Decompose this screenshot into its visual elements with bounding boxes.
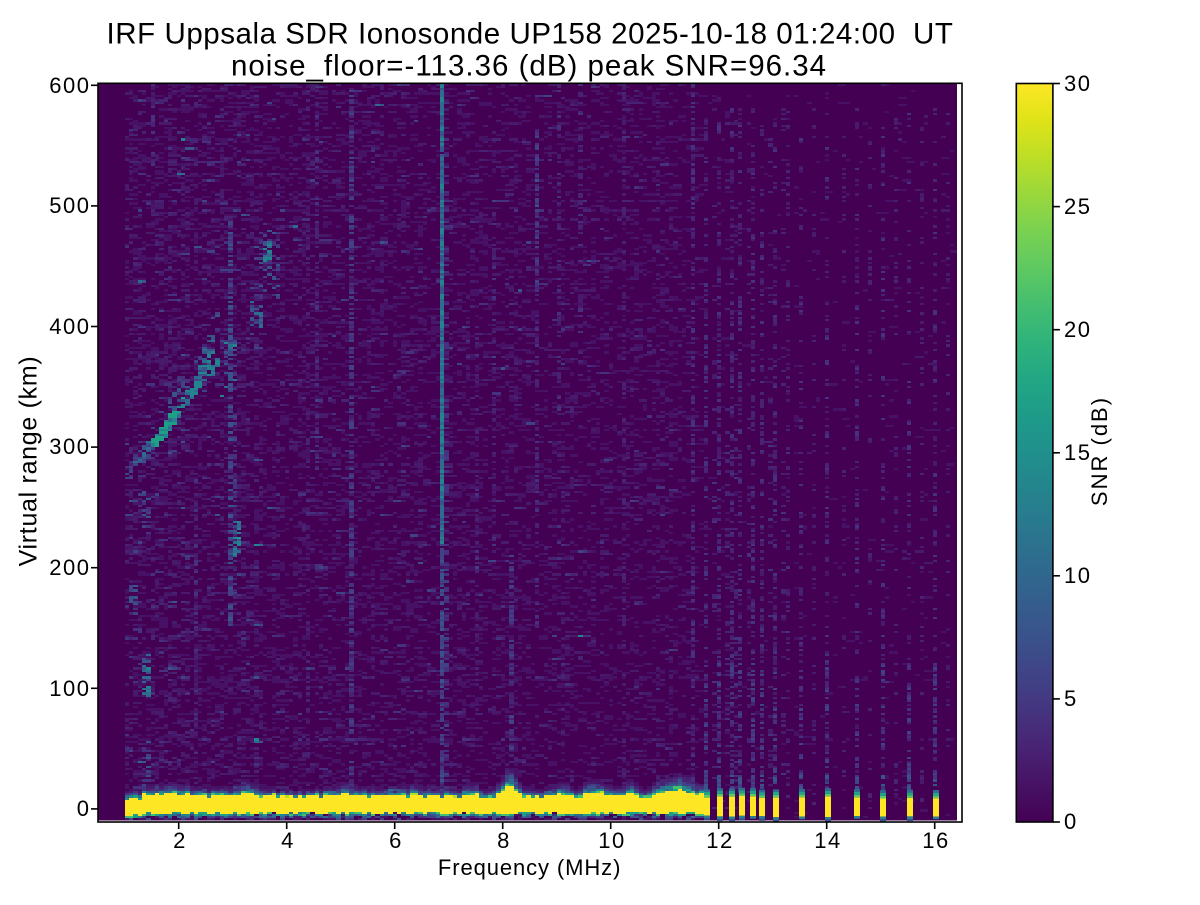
svg-text:Frequency (MHz): Frequency (MHz) — [438, 855, 621, 880]
svg-text:10: 10 — [598, 828, 625, 853]
svg-text:20: 20 — [1064, 317, 1091, 342]
svg-text:15: 15 — [1064, 440, 1091, 465]
svg-text:6: 6 — [389, 828, 403, 853]
svg-text:0: 0 — [1064, 809, 1078, 834]
svg-text:0: 0 — [77, 796, 91, 821]
svg-text:2: 2 — [173, 828, 187, 853]
svg-text:100: 100 — [49, 676, 90, 701]
svg-text:500: 500 — [49, 193, 90, 218]
svg-text:5: 5 — [1064, 686, 1078, 711]
svg-text:600: 600 — [49, 73, 90, 98]
svg-text:300: 300 — [49, 434, 90, 459]
svg-text:8: 8 — [497, 828, 511, 853]
svg-text:400: 400 — [49, 314, 90, 339]
svg-text:12: 12 — [706, 828, 733, 853]
svg-text:Virtual range (km): Virtual range (km) — [15, 356, 43, 567]
svg-text:30: 30 — [1064, 71, 1091, 96]
svg-text:SNR (dB): SNR (dB) — [1087, 396, 1112, 506]
svg-text:16: 16 — [922, 828, 949, 853]
svg-text:14: 14 — [814, 828, 841, 853]
svg-text:200: 200 — [49, 555, 90, 580]
svg-text:25: 25 — [1064, 194, 1091, 219]
svg-text:noise_floor=-113.36 (dB) peak: noise_floor=-113.36 (dB) peak SNR=96.34 — [231, 50, 827, 83]
svg-text:IRF Uppsala SDR Ionosonde UP15: IRF Uppsala SDR Ionosonde UP158 2025-10-… — [107, 18, 954, 51]
svg-text:4: 4 — [281, 828, 295, 853]
svg-text:10: 10 — [1064, 563, 1091, 588]
